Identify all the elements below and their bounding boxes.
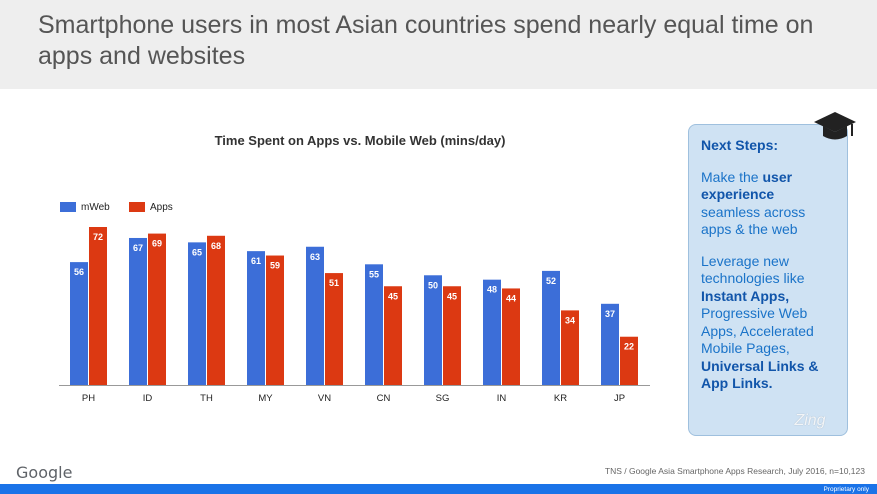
legend-label-apps: Apps	[150, 202, 173, 213]
graduation-cap-icon	[814, 112, 856, 140]
bar-mweb-id	[129, 237, 147, 385]
x-tick-label-ph: PH	[82, 393, 95, 404]
bar-mweb-sg	[424, 275, 442, 385]
next-steps-item-ux: Make the user experience seamless across…	[701, 169, 837, 239]
data-label-apps-id: 69	[152, 239, 162, 249]
next-steps-text: Leverage new technologies like	[701, 252, 805, 287]
data-label-mweb-kr: 52	[546, 276, 556, 286]
data-label-apps-ph: 72	[93, 232, 103, 242]
legend-swatch-mweb	[60, 202, 76, 213]
data-label-mweb-jp: 37	[605, 309, 615, 319]
next-steps-heading: Next Steps:	[701, 137, 779, 153]
x-tick-label-cn: CN	[377, 393, 391, 404]
footer-note: Proprietary only	[823, 486, 869, 493]
next-steps-highlight: Instant Apps,	[701, 287, 790, 304]
bar-mweb-ph	[70, 262, 88, 385]
bar-mweb-my	[247, 251, 265, 385]
x-tick-label-th: TH	[200, 393, 213, 404]
data-label-mweb-id: 67	[133, 243, 143, 253]
legend-item-apps: Apps	[129, 202, 173, 213]
bar-mweb-jp	[601, 303, 619, 385]
next-steps-item-tech: Leverage new technologies like Instant A…	[701, 253, 837, 393]
legend-swatch-apps	[129, 202, 145, 213]
bar-apps-th	[207, 235, 225, 385]
next-steps-highlight: Universal Links & App Links.	[701, 357, 819, 392]
x-tick-label-my: MY	[258, 393, 273, 404]
watermark: Zing	[794, 412, 826, 429]
data-label-apps-kr: 34	[565, 315, 575, 325]
x-tick-label-kr: KR	[554, 393, 567, 404]
bar-mweb-vn	[306, 246, 324, 385]
data-label-apps-sg: 45	[447, 291, 457, 301]
data-label-mweb-vn: 63	[310, 252, 320, 262]
header-banner: Smartphone users in most Asian countries…	[0, 0, 877, 89]
bar-apps-cn	[384, 286, 402, 385]
legend-label-mweb: mWeb	[81, 202, 110, 213]
data-label-mweb-th: 65	[192, 247, 202, 257]
footer-bar	[0, 484, 877, 494]
legend-item-mweb: mWeb	[60, 202, 110, 213]
data-label-mweb-my: 61	[251, 256, 261, 266]
bar-mweb-th	[188, 242, 206, 385]
google-logo: Google	[16, 463, 73, 482]
data-label-apps-in: 44	[506, 293, 516, 303]
next-steps-text: Progressive Web Apps, Accelerated Mobile…	[701, 305, 814, 356]
data-label-mweb-in: 48	[487, 285, 497, 295]
data-label-apps-my: 59	[270, 261, 280, 271]
bar-apps-kr	[561, 310, 579, 385]
data-label-mweb-sg: 50	[428, 280, 438, 290]
data-label-apps-cn: 45	[388, 291, 398, 301]
data-label-apps-jp: 22	[624, 342, 634, 352]
x-tick-label-sg: SG	[436, 393, 450, 404]
bar-apps-jp	[620, 336, 638, 385]
next-steps-text: Make the	[701, 168, 763, 185]
bar-chart: 56 72 PH 67 69 ID 65 68 TH 61 59 MY 63 51 VN 55 45 CN 50 45…	[59, 227, 650, 404]
data-label-apps-vn: 51	[329, 278, 339, 288]
data-label-mweb-cn: 55	[369, 269, 379, 279]
chart-title: Time Spent on Apps vs. Mobile Web (mins/…	[214, 133, 506, 148]
bar-apps-in	[502, 288, 520, 385]
bar-apps-my	[266, 255, 284, 385]
page-title: Smartphone users in most Asian countries…	[38, 11, 814, 70]
bar-mweb-kr	[542, 270, 560, 385]
x-tick-label-jp: JP	[614, 393, 625, 404]
data-label-mweb-ph: 56	[74, 267, 84, 277]
bar-apps-vn	[325, 273, 343, 385]
x-tick-label-id: ID	[143, 393, 153, 404]
x-tick-label-vn: VN	[318, 393, 331, 404]
source-citation: TNS / Google Asia Smartphone Apps Resear…	[604, 466, 865, 476]
bar-apps-ph	[89, 227, 107, 385]
next-steps-panel: Next Steps: Make the user experience sea…	[688, 124, 848, 436]
bar-apps-id	[148, 233, 166, 385]
next-steps-highlight: user experience	[701, 168, 793, 203]
x-tick-label-in: IN	[497, 393, 507, 404]
bar-mweb-in	[483, 279, 501, 385]
bar-apps-sg	[443, 286, 461, 385]
next-steps-text: seamless across apps & the web	[701, 203, 806, 238]
bar-mweb-cn	[365, 264, 383, 385]
data-label-apps-th: 68	[211, 241, 221, 251]
